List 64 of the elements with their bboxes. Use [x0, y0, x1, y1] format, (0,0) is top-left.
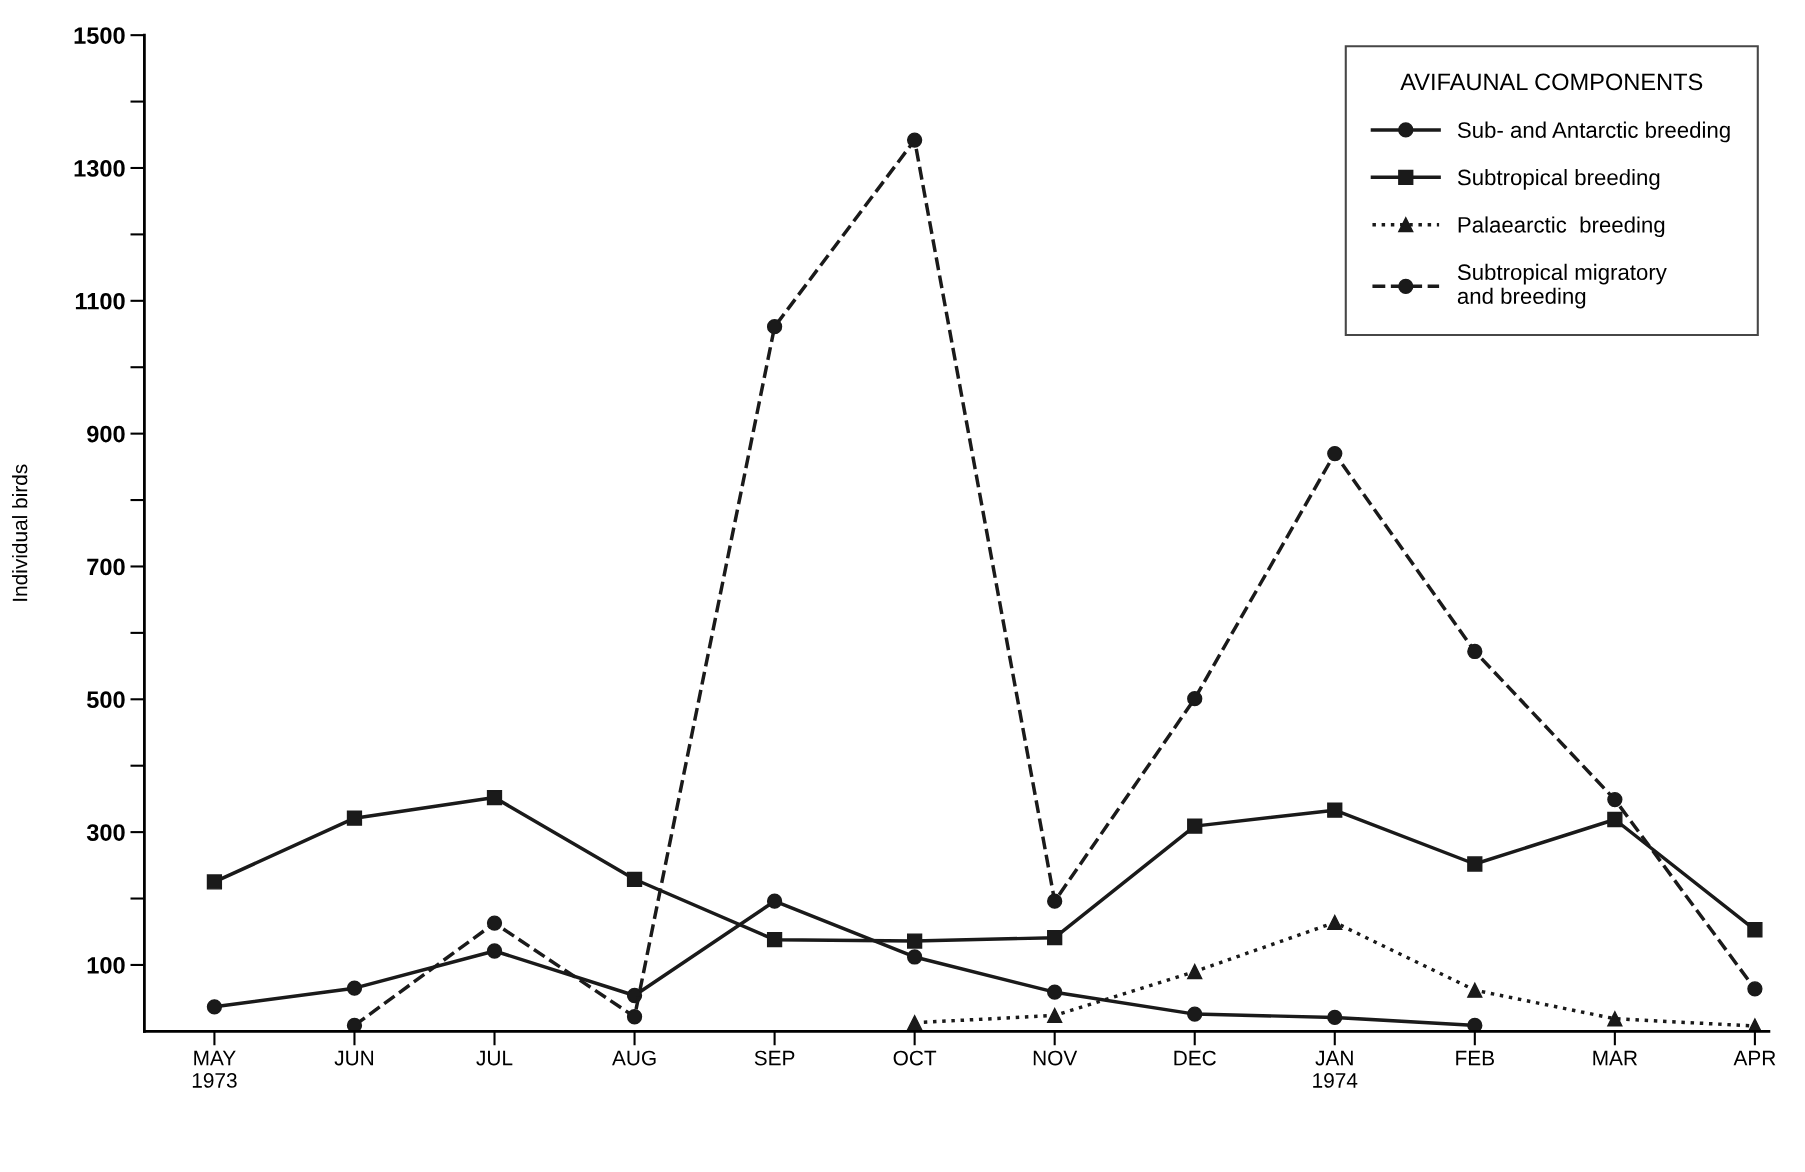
x-tick-label: JUL — [476, 1050, 513, 1066]
point — [1467, 643, 1483, 660]
x-tick-label: MAY 1973 — [192, 1050, 237, 1088]
y-tick-label: 900 — [87, 425, 125, 443]
x-tick-label: JUN — [334, 1050, 374, 1066]
point — [1747, 922, 1763, 938]
y-axis-title: Individual birds — [12, 464, 28, 601]
point — [346, 810, 363, 826]
point — [486, 943, 503, 959]
y-tick-label: 1300 — [74, 160, 125, 177]
point — [1047, 930, 1063, 946]
point — [1607, 791, 1623, 808]
y-tick-label: 1100 — [75, 292, 125, 310]
point — [1047, 893, 1063, 909]
x-tick-label: JAN 1974 — [1313, 1050, 1358, 1088]
point — [1327, 802, 1343, 818]
point — [486, 915, 503, 931]
y-tick-label: 700 — [87, 558, 125, 576]
point — [346, 1017, 363, 1032]
legend-title: AVIFAUNAL COMPONENTS — [1400, 73, 1703, 91]
x-tick-label: SEP — [754, 1050, 795, 1066]
x-tick-label: APR — [1733, 1050, 1776, 1066]
x-tick-label: NOV — [1033, 1050, 1078, 1066]
point — [1327, 914, 1343, 931]
point — [206, 874, 223, 890]
x-tick-label: DEC — [1174, 1050, 1216, 1066]
point — [1327, 1009, 1343, 1026]
point — [1467, 982, 1483, 998]
point — [626, 1009, 643, 1025]
point — [766, 932, 783, 948]
x-tick-label: AUG — [612, 1050, 656, 1066]
point — [1607, 1011, 1623, 1027]
y-tick-label: 100 — [87, 957, 125, 974]
point — [486, 789, 503, 806]
point — [766, 319, 783, 335]
legend-label: Sub- and Antarctic breeding — [1457, 121, 1730, 143]
legend-label: Subtropical breeding — [1457, 169, 1660, 190]
point — [346, 980, 363, 996]
point — [1467, 856, 1483, 872]
point — [906, 949, 923, 965]
point — [1187, 690, 1203, 707]
y-tick-label: 1500 — [74, 27, 125, 44]
x-tick-label: OCT — [893, 1050, 937, 1066]
point — [206, 999, 223, 1015]
y-tick-label: 300 — [86, 824, 125, 841]
point — [1047, 984, 1063, 1000]
point — [1187, 818, 1203, 834]
point — [906, 933, 923, 949]
point — [766, 893, 783, 909]
point — [906, 1015, 923, 1031]
x-tick-label: FEB — [1456, 1050, 1494, 1066]
x-tick-label: MAR — [1593, 1050, 1638, 1066]
point — [1467, 1017, 1483, 1032]
point — [1047, 1007, 1063, 1024]
point — [1607, 811, 1623, 828]
point — [1187, 963, 1203, 980]
point — [1187, 1006, 1203, 1022]
point — [1327, 445, 1343, 462]
point — [1747, 981, 1763, 997]
legend-label: Subtropical migratory and breeding — [1457, 263, 1667, 309]
point — [626, 871, 643, 887]
legend-label: Palaearctic breeding — [1458, 216, 1665, 238]
point — [906, 132, 923, 148]
y-tick-label: 500 — [86, 691, 125, 709]
